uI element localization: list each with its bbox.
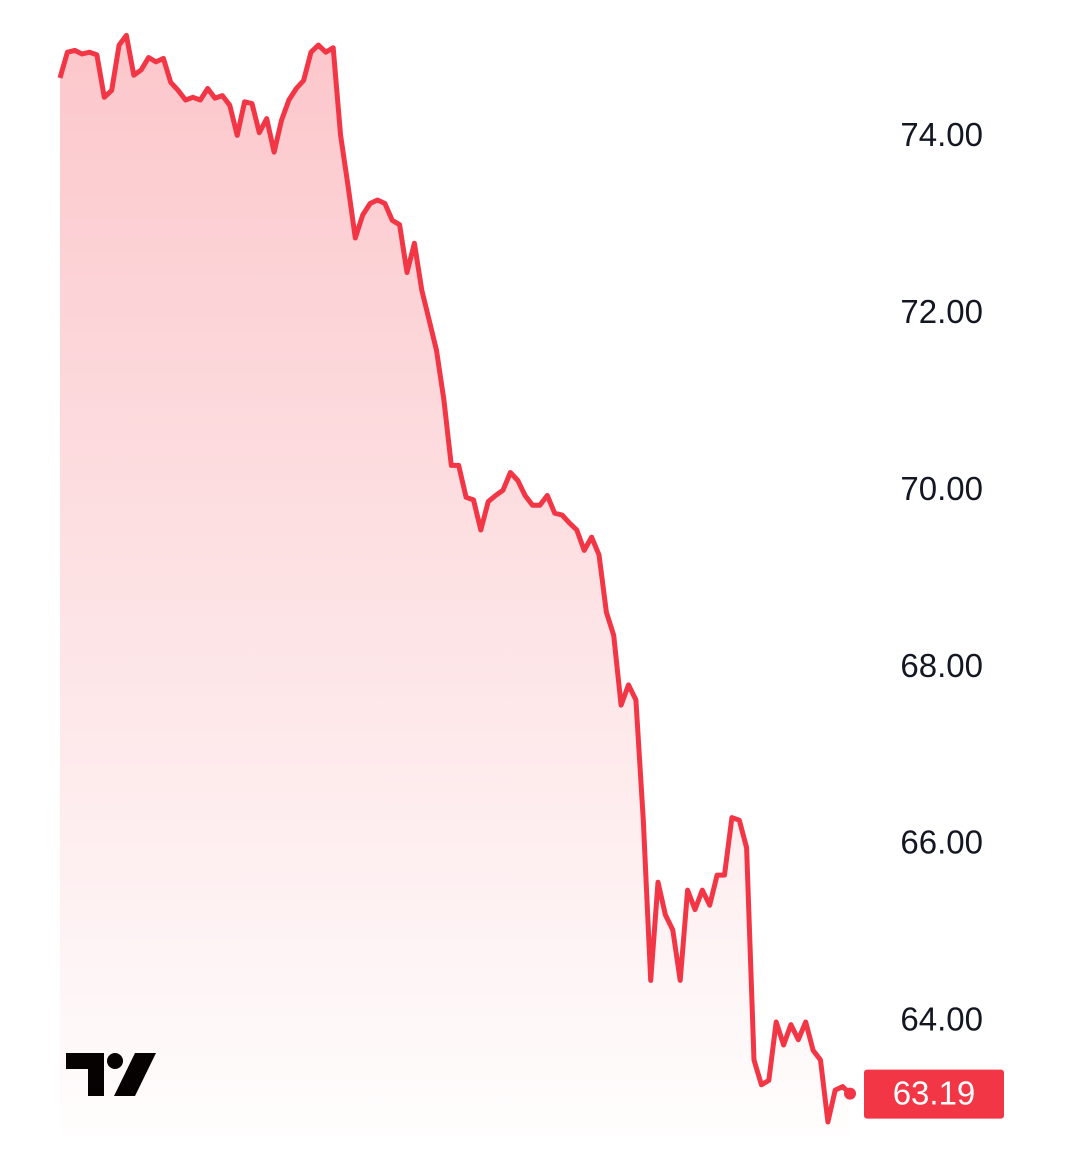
price-badge — [864, 1069, 1004, 1119]
area — [60, 35, 850, 1137]
y-tick-label: 70.00 — [900, 470, 983, 507]
y-tick-label: 74.00 — [900, 116, 983, 153]
y-tick-label: 64.00 — [900, 1001, 983, 1038]
price-label: 63.19 — [893, 1074, 976, 1111]
line — [57, 32, 852, 1125]
y-tick-label: 66.00 — [900, 824, 983, 861]
last-point — [844, 1087, 856, 1100]
y-tick-label: 68.00 — [900, 647, 983, 684]
y-tick-label: 72.00 — [900, 293, 983, 330]
